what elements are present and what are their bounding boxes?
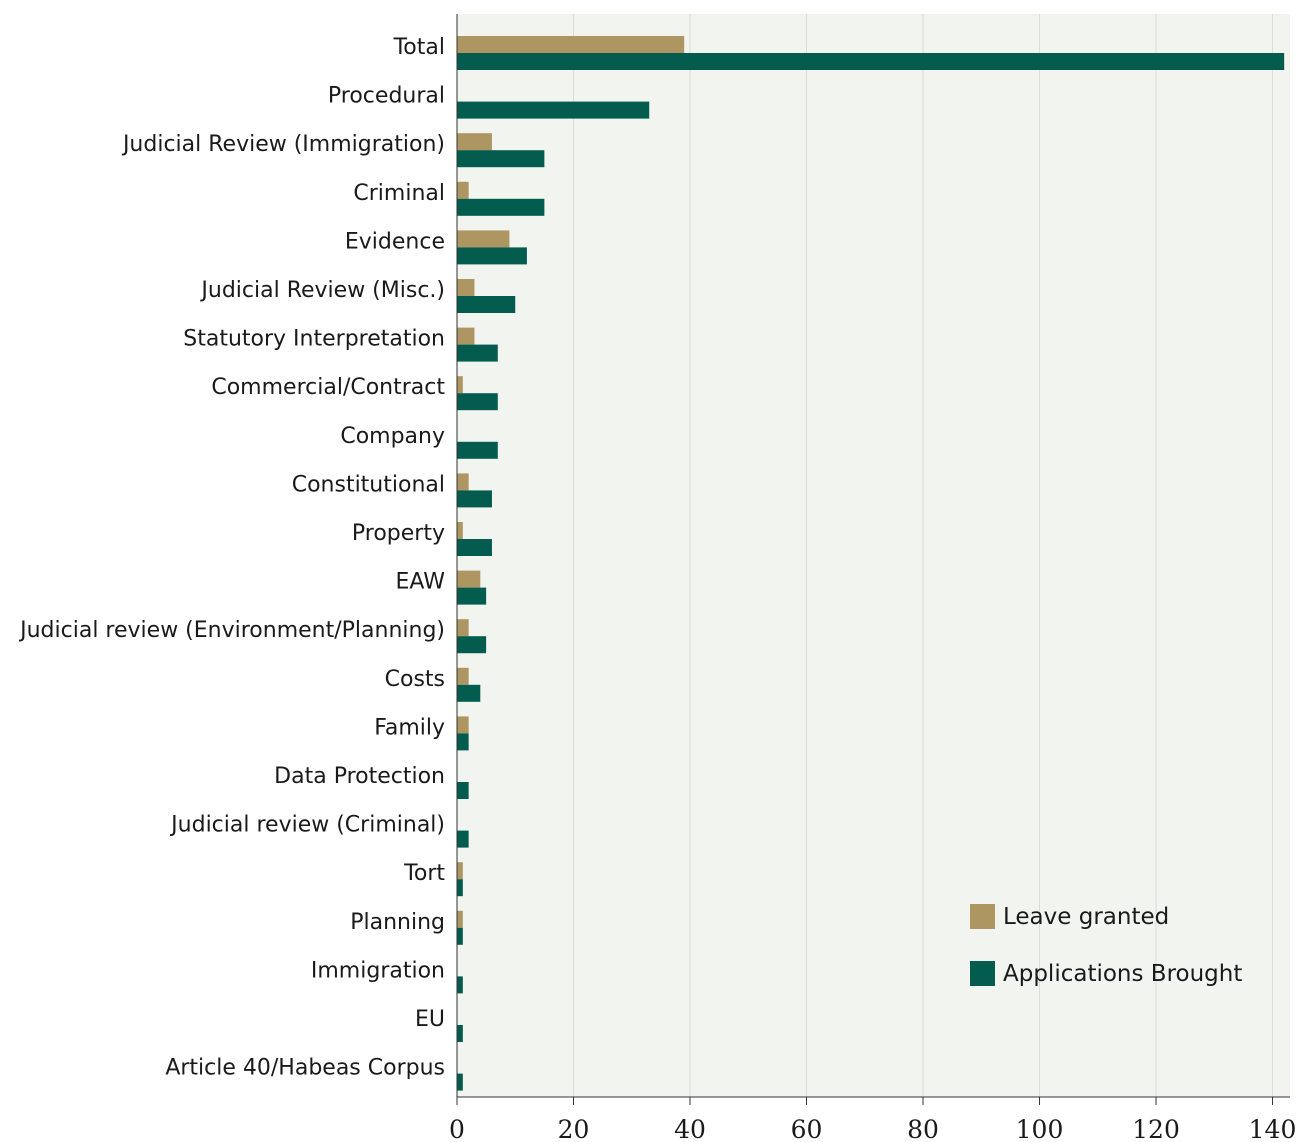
category-label: Evidence xyxy=(345,229,445,254)
bar-applications-brought xyxy=(457,198,545,216)
category-label: Immigration xyxy=(311,958,445,983)
bar-leave-granted xyxy=(457,36,685,53)
bar-leave-granted xyxy=(457,862,463,880)
bar-applications-brought xyxy=(457,636,487,654)
category-label: Property xyxy=(352,521,445,546)
x-tick-label: 100 xyxy=(1016,1115,1064,1142)
bar-leave-granted xyxy=(457,667,469,685)
bar-applications-brought xyxy=(457,733,469,751)
bar-leave-granted xyxy=(457,376,463,394)
bar-applications-brought xyxy=(457,830,469,848)
category-label: EU xyxy=(415,1007,445,1032)
category-label: Total xyxy=(393,35,445,60)
bar-applications-brought xyxy=(457,344,498,362)
legend: Leave granted Applications Brought xyxy=(970,904,1242,987)
category-label: Commercial/Contract xyxy=(211,375,445,400)
category-label: Planning xyxy=(350,910,445,935)
category-label: Statutory Interpretation xyxy=(183,327,445,352)
category-label: Judicial review (Environment/Planning) xyxy=(18,618,445,643)
bar-applications-brought xyxy=(457,101,650,119)
category-label: EAW xyxy=(396,570,446,595)
category-label: Procedural xyxy=(328,84,445,109)
bar-leave-granted xyxy=(457,327,475,345)
legend-label: Leave granted xyxy=(1003,904,1169,930)
category-label: Family xyxy=(374,715,445,740)
plot-background xyxy=(457,14,1290,1097)
legend-swatch xyxy=(970,904,995,929)
bar-leave-granted xyxy=(457,279,475,296)
bar-applications-brought xyxy=(457,150,545,168)
bar-applications-brought xyxy=(457,296,516,313)
x-tick-label: 140 xyxy=(1249,1115,1296,1142)
bar-applications-brought xyxy=(457,441,498,459)
category-labels: Total Procedural Judicial Review (Immigrat… xyxy=(18,35,445,1081)
category-label: Tort xyxy=(403,861,445,886)
x-tick-label: 80 xyxy=(907,1115,939,1142)
category-label: Judicial Review (Misc.) xyxy=(199,278,445,303)
x-tick-label: 40 xyxy=(674,1115,706,1142)
legend-swatch xyxy=(970,961,995,986)
bar-leave-granted xyxy=(457,910,463,928)
category-label: Constitutional xyxy=(292,472,445,497)
bar-applications-brought xyxy=(457,53,1285,70)
bar-applications-brought xyxy=(457,1025,463,1042)
category-label: Judicial Review (Immigration) xyxy=(121,132,445,157)
category-label: Article 40/Habeas Corpus xyxy=(165,1056,445,1081)
x-tick-label: 20 xyxy=(558,1115,590,1142)
x-tick-label: 120 xyxy=(1132,1115,1180,1142)
bar-leave-granted xyxy=(457,522,463,539)
legend-label: Applications Brought xyxy=(1003,961,1242,987)
x-tick-labels: 0 20 40 60 80 100 120 140 xyxy=(449,1097,1296,1142)
bar-leave-granted xyxy=(457,619,469,637)
bar-leave-granted xyxy=(457,473,469,491)
bar-applications-brought xyxy=(457,684,481,702)
bar-applications-brought xyxy=(457,393,498,411)
bar-applications-brought xyxy=(457,976,463,994)
bars xyxy=(457,36,1285,1091)
bar-applications-brought xyxy=(457,587,487,605)
bar-leave-granted xyxy=(457,716,469,734)
bar-leave-granted xyxy=(457,570,481,588)
bar-applications-brought xyxy=(457,1073,463,1091)
bar-leave-granted xyxy=(457,181,469,199)
bar-applications-brought xyxy=(457,879,463,897)
bar-applications-brought xyxy=(457,782,469,799)
x-tick-label: 0 xyxy=(449,1115,465,1142)
category-label: Judicial review (Criminal) xyxy=(169,813,445,838)
bar-leave-granted xyxy=(457,230,510,248)
bar-applications-brought xyxy=(457,247,527,265)
x-axis xyxy=(456,14,1290,1098)
category-label: Data Protection xyxy=(274,764,445,789)
category-label: Costs xyxy=(385,667,445,692)
bar-applications-brought xyxy=(457,927,463,945)
bar-applications-brought xyxy=(457,490,492,508)
x-tick-label: 60 xyxy=(791,1115,823,1142)
gridlines xyxy=(573,14,1274,1097)
category-label: Criminal xyxy=(353,181,445,206)
bar-leave-granted xyxy=(457,133,492,151)
category-label: Company xyxy=(340,424,445,449)
bar-applications-brought xyxy=(457,539,492,556)
